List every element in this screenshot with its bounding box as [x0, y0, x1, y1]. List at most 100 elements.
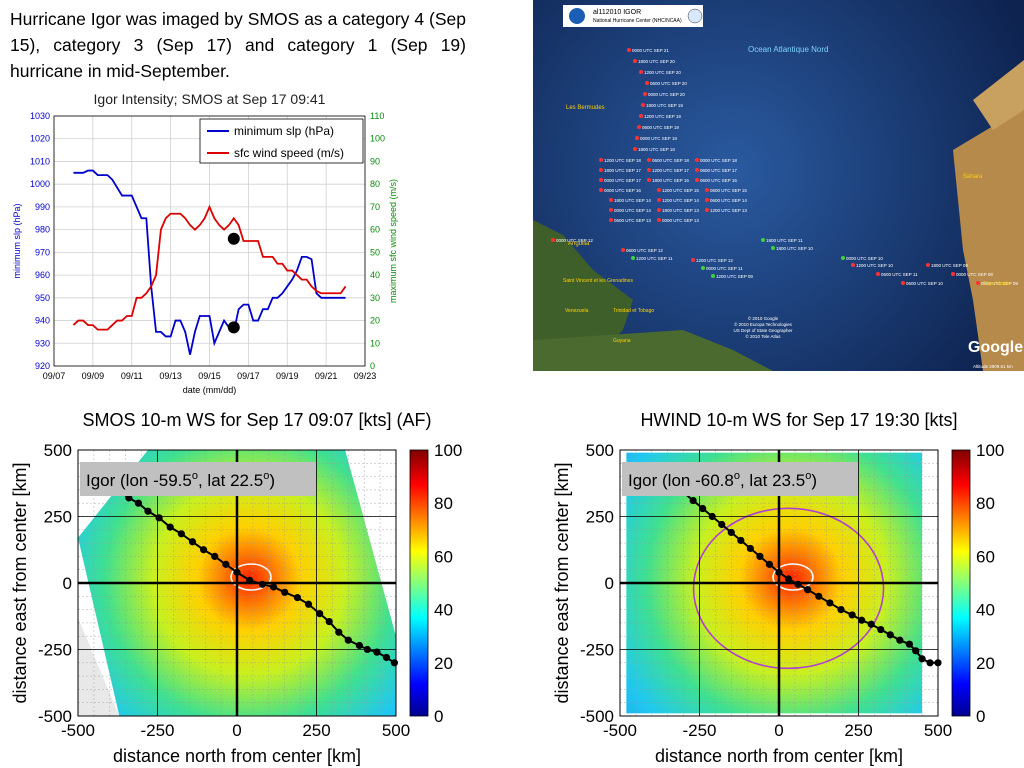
track-label: 1800 UTC SEP 13 — [662, 208, 699, 213]
track-point-icon — [695, 158, 699, 162]
track-label: 1200 UTC SEP 17 — [652, 168, 689, 173]
place-label: Venezuela — [565, 308, 589, 314]
storm-track-point — [200, 546, 208, 554]
track-point-icon — [637, 125, 641, 129]
plot-frame — [619, 449, 939, 717]
storm-track-point — [335, 628, 343, 636]
y-tick-label: -500 — [580, 707, 614, 726]
storm-track-point — [355, 641, 364, 650]
x-tick-label: 09/19 — [276, 371, 299, 381]
x-tick-label: 500 — [382, 721, 410, 740]
y2-tick-label: 80 — [370, 179, 380, 189]
track-point-icon — [641, 103, 645, 107]
x-tick-label: -250 — [682, 721, 716, 740]
storm-track-point — [918, 655, 926, 663]
track-label: 0600 UTC SEP 15 — [710, 188, 747, 193]
track-point-icon — [599, 158, 603, 162]
track-label: 0600 UTC SEP 20 — [650, 81, 687, 86]
y-axis-label: minimum slp (hPa) — [12, 203, 22, 278]
storm-track-point — [144, 507, 152, 515]
storm-track-point — [746, 544, 754, 553]
x-tick-label: 250 — [302, 721, 330, 740]
storm-track-point — [756, 552, 764, 560]
storm-track-point — [926, 659, 934, 667]
y-tick-label: 250 — [586, 508, 614, 527]
colorbar-tick-label: 40 — [976, 601, 995, 620]
track-point-icon — [599, 178, 603, 182]
track-label: 0000 UTC SEP 18 — [700, 158, 737, 163]
storm-track-point — [775, 568, 783, 576]
track-point-icon — [609, 208, 613, 212]
track-point-icon — [621, 248, 625, 252]
track-point-icon — [695, 168, 699, 172]
track-point-icon — [657, 198, 661, 202]
heatmap-title: HWIND 10-m WS for Sep 17 19:30 [kts] — [640, 410, 957, 430]
track-label: 0000 UTC SEP 14 — [614, 208, 651, 213]
storm-track-point — [858, 616, 866, 624]
contour-purple — [692, 507, 885, 670]
storm-track-point — [886, 631, 894, 639]
y-tick-label: 1020 — [30, 134, 50, 144]
track-label: 1200 UTC SEP 09 — [716, 274, 753, 279]
storm-track-point — [304, 600, 313, 608]
y-tick-label: 250 — [44, 508, 72, 527]
storm-track-point — [211, 552, 219, 560]
track-point-icon — [639, 114, 643, 118]
track-label: 0600 UTC SEP 18 — [652, 158, 689, 163]
place-label: Les Bermudes — [566, 105, 605, 111]
x-tick-label: 09/17 — [237, 371, 260, 381]
track-point-icon — [705, 188, 709, 192]
slp-series-line — [73, 169, 346, 355]
x-tick-label: 09/15 — [198, 371, 221, 381]
y-axis-label: distance east from center [km] — [552, 462, 572, 703]
storm-track-point — [815, 592, 823, 600]
storm-track-point — [155, 514, 163, 522]
place-label: Trinidad et Tobago — [613, 308, 654, 314]
track-label: 0600 UTC SEP 11 — [881, 272, 918, 277]
y-tick-label: 0 — [605, 574, 614, 593]
y-axis-label: distance east from center [km] — [10, 462, 30, 703]
storm-track-point — [867, 620, 875, 628]
track-point-icon — [976, 281, 980, 285]
colorbar — [409, 449, 429, 717]
y-tick-label: 1000 — [30, 179, 50, 189]
x-tick-label: -250 — [140, 721, 174, 740]
smos-wind-heatmap: SMOS 10-m WS for Sep 17 09:07 [kts] (AF)… — [10, 410, 462, 766]
storm-track-point — [269, 583, 278, 591]
plot-frame — [77, 449, 397, 717]
storm-track-point — [912, 647, 920, 655]
y-tick-label: 1010 — [30, 156, 50, 166]
place-label: Saint Vincent et les Grenadines — [563, 278, 633, 284]
y-tick-label: 970 — [35, 247, 50, 257]
y2-tick-label: 60 — [370, 225, 380, 235]
storm-label-box — [622, 462, 858, 496]
track-label: 0000 UTC SEP 11 — [706, 266, 743, 271]
track-point-icon — [841, 256, 845, 260]
track-label: 0000 UTC SEP 10 — [846, 256, 883, 261]
colorbar-tick-label: 80 — [434, 494, 453, 513]
storm-track-point — [784, 575, 793, 583]
storm-track-point — [826, 599, 834, 607]
storm-track-point — [718, 520, 726, 529]
track-label: 0600 UTC SEP 16 — [700, 178, 737, 183]
y2-tick-label: 100 — [370, 134, 385, 144]
x-axis-label: date (mm/dd) — [183, 385, 237, 395]
track-point-icon — [701, 266, 705, 270]
track-point-icon — [645, 81, 649, 85]
track-label: 0600 UTC SEP 17 — [700, 168, 737, 173]
track-label: 1200 UTC SEP 10 — [856, 263, 893, 268]
storm-track-point — [934, 659, 942, 667]
place-label: Anguilla — [568, 241, 590, 247]
storm-track-point — [382, 653, 391, 662]
track-point-icon — [609, 218, 613, 222]
storm-track-point — [699, 504, 707, 513]
track-label: 0000 UTC SEP 21 — [632, 48, 669, 53]
track-point-icon — [639, 70, 643, 74]
track-label: 0600 UTC SEP 19 — [642, 125, 679, 130]
south-america-land — [533, 220, 633, 371]
x-tick-label: 09/11 — [121, 371, 143, 381]
colorbar-tick-label: 0 — [434, 707, 443, 726]
y-tick-label: 500 — [586, 441, 614, 460]
y2-tick-label: 110 — [370, 111, 384, 121]
y-tick-label: -500 — [38, 707, 72, 726]
